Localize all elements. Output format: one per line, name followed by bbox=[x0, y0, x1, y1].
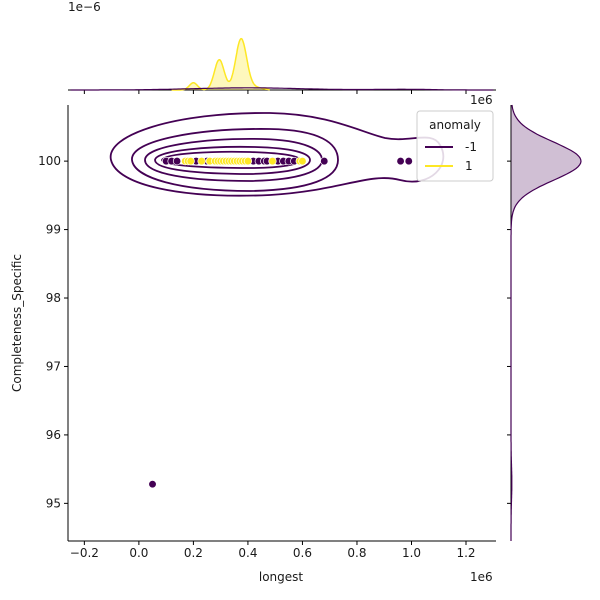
x-offset-label: 1e6 bbox=[470, 570, 493, 584]
kde-contours bbox=[109, 112, 445, 197]
legend-title: anomaly bbox=[429, 118, 481, 132]
scatter-point bbox=[148, 480, 157, 489]
top-marginal-offset-label: 1e−6 bbox=[68, 0, 101, 14]
axes: −0.2 0.0 0.2 0.4 0.6 0.8 1.0 1.2 95 96 97 98 99 100 bbox=[38, 105, 496, 560]
scatter-point bbox=[186, 156, 195, 166]
x-tick-label: 0.4 bbox=[238, 546, 257, 560]
x-tick-label: 0.2 bbox=[184, 546, 203, 560]
y-tick-label: 95 bbox=[46, 496, 61, 510]
scatter-point bbox=[172, 156, 182, 166]
y-tick-label: 100 bbox=[38, 154, 61, 168]
legend-entry-pos: 1 bbox=[465, 159, 473, 173]
right-density-line bbox=[510, 104, 582, 541]
scatter-point bbox=[197, 156, 206, 166]
top-marginal-density bbox=[68, 37, 496, 94]
kde-contour bbox=[131, 128, 339, 192]
x-tick-label: 1.2 bbox=[456, 546, 475, 560]
legend-box bbox=[416, 110, 494, 182]
y-tick-label: 97 bbox=[46, 359, 61, 373]
scatter-points bbox=[148, 156, 413, 489]
x-axis-label: longest bbox=[259, 570, 304, 584]
y-tick-label: 98 bbox=[46, 291, 61, 305]
top-density-neg bbox=[70, 87, 494, 91]
x-tick-label: −0.2 bbox=[70, 546, 99, 560]
top-density-pos bbox=[171, 37, 270, 91]
right-marginal-density bbox=[507, 104, 582, 541]
scatter-point bbox=[243, 156, 253, 166]
y-tick-label: 99 bbox=[46, 223, 61, 237]
scatter-point bbox=[396, 156, 405, 166]
x-tick-label: 0.0 bbox=[129, 546, 148, 560]
right-density-fill bbox=[511, 105, 581, 541]
top-density-pos-fill bbox=[171, 38, 270, 90]
y-tick-label: 96 bbox=[46, 428, 61, 442]
right-marginal-offset-label: 1e6 bbox=[470, 93, 493, 107]
y-axis-label: Completeness_Specific bbox=[10, 254, 24, 392]
scatter-point bbox=[298, 156, 307, 166]
scatter-point bbox=[320, 156, 329, 166]
legend-entry-neg: -1 bbox=[465, 140, 477, 154]
x-tick-label: 1.0 bbox=[402, 546, 421, 560]
kde-contour bbox=[154, 145, 311, 175]
main-plot: −0.2 0.0 0.2 0.4 0.6 0.8 1.0 1.2 95 96 97 98 99 100 bbox=[38, 105, 496, 560]
x-tick-label: 0.6 bbox=[293, 546, 312, 560]
x-tick-label: 0.8 bbox=[347, 546, 366, 560]
legend: anomaly -1 1 bbox=[416, 110, 494, 182]
scatter-point bbox=[268, 156, 277, 166]
scatter-point bbox=[404, 156, 413, 166]
